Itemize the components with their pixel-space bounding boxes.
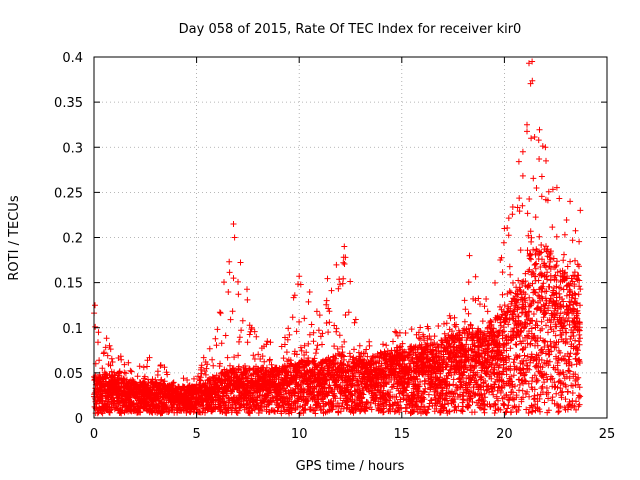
y-tick-label: 0.3 bbox=[62, 141, 83, 156]
y-tick-label: 0.35 bbox=[54, 96, 83, 111]
y-tick-labels: 0 0.05 0.1 0.15 0.2 0.25 0.3 0.35 0.4 bbox=[54, 51, 83, 427]
x-tick-label: 25 bbox=[599, 427, 616, 442]
y-tick-label: 0 bbox=[75, 412, 83, 427]
axis-ticks bbox=[93, 56, 608, 419]
x-tick-label: 0 bbox=[90, 427, 98, 442]
chart-title: Day 058 of 2015, Rate Of TEC Index for r… bbox=[179, 22, 522, 37]
y-tick-label: 0.4 bbox=[62, 51, 83, 66]
y-tick-label: 0.1 bbox=[62, 322, 83, 337]
scatter-points bbox=[91, 58, 584, 417]
x-axis-title: GPS time / hours bbox=[296, 459, 405, 474]
x-tick-label: 5 bbox=[192, 427, 200, 442]
y-tick-label: 0.15 bbox=[54, 277, 83, 292]
y-tick-label: 0.25 bbox=[54, 186, 83, 201]
data-points bbox=[91, 58, 584, 417]
x-tick-label: 20 bbox=[496, 427, 513, 442]
x-tick-label: 15 bbox=[394, 427, 411, 442]
y-axis-title: ROTI / TECUs bbox=[7, 195, 22, 280]
y-tick-label: 0.05 bbox=[54, 367, 83, 382]
x-tick-labels: 0 5 10 15 20 25 bbox=[90, 427, 615, 442]
y-tick-label: 0.2 bbox=[62, 232, 83, 247]
x-tick-label: 10 bbox=[291, 427, 308, 442]
